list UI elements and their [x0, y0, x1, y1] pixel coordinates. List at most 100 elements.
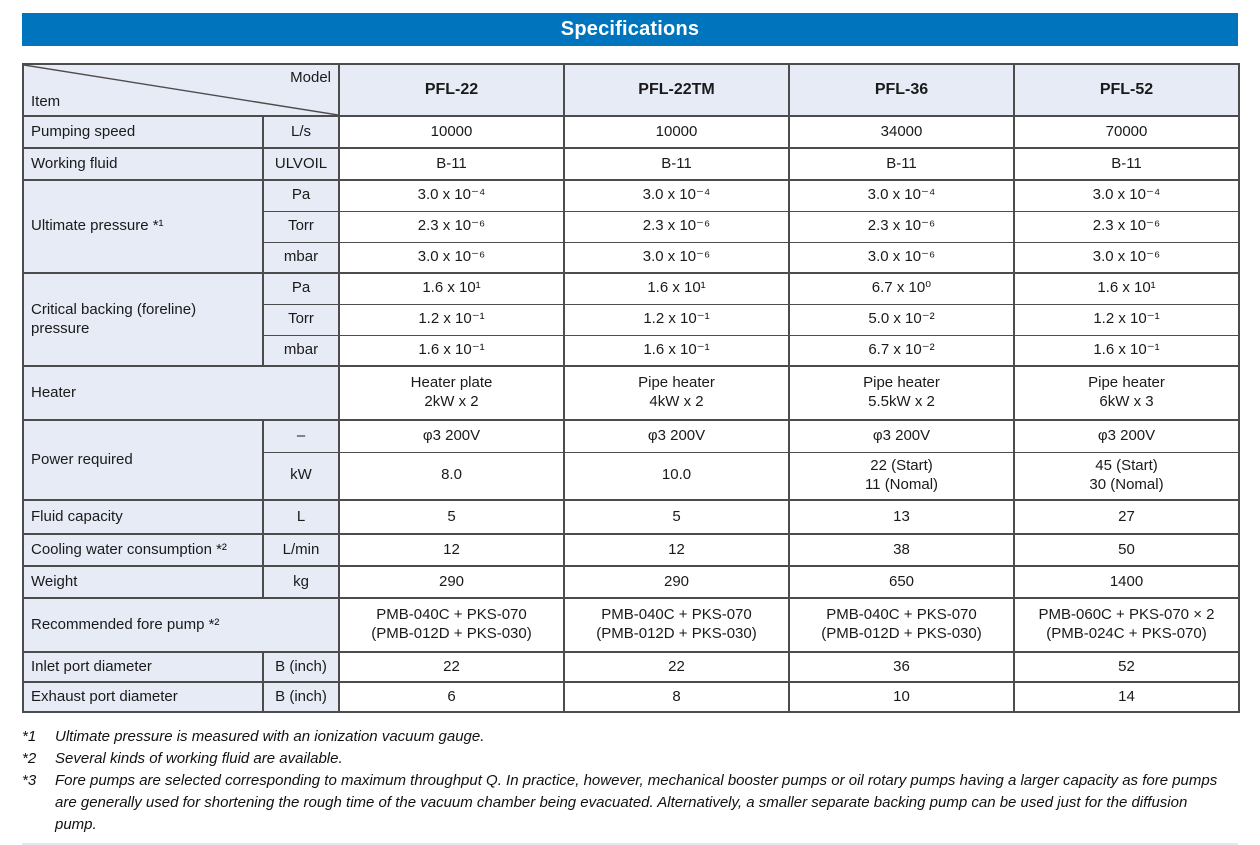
value-cell: 650: [788, 565, 1015, 599]
footnote-text: Ultimate pressure is measured with an io…: [55, 728, 485, 745]
value-cell: 6.7 x 10⁻²: [788, 334, 1015, 367]
footnote-text: Several kinds of working fluid are avail…: [55, 749, 343, 767]
value-cell: 3.0 x 10⁻⁴: [563, 179, 790, 212]
value-cell: 1.6 x 10⁻¹: [1013, 334, 1240, 367]
value-cell: 10: [788, 681, 1015, 713]
value-cell: 1.2 x 10⁻¹: [1013, 303, 1240, 336]
value-cell: 1.2 x 10⁻¹: [563, 303, 790, 336]
row-item-label: Heater: [22, 365, 340, 421]
value-cell: 38: [788, 533, 1015, 567]
footnotes: *1 Ultimate pressure is measured with an…: [22, 726, 1238, 845]
value-cell: 290: [563, 565, 790, 599]
footnote-mark: *1: [22, 728, 37, 745]
unit-label: B (inch): [262, 651, 340, 683]
table-row-cooling-water: Cooling water consumption *² L/min 12 12…: [22, 533, 1240, 567]
unit-label: kg: [262, 565, 340, 599]
row-item-label: Cooling water consumption *²: [22, 533, 264, 567]
specifications-title-bar: Specifications: [22, 13, 1238, 46]
value-cell: B-11: [338, 147, 565, 181]
row-item-label: Recommended fore pump *²: [22, 597, 340, 653]
unit-label: kW: [262, 451, 340, 501]
footnote-mark: *3: [22, 771, 37, 789]
value-cell: PMB-040C + PKS-070 (PMB-012D + PKS-030): [788, 597, 1015, 653]
value-cell: 6.7 x 10⁰: [788, 272, 1015, 305]
value-cell: 1400: [1013, 565, 1240, 599]
unit-label: Pa: [262, 179, 340, 212]
table-row-inlet-port: Inlet port diameter B (inch) 22 22 36 52: [22, 651, 1240, 683]
unit-label: mbar: [262, 334, 340, 367]
value-cell: 10000: [338, 115, 565, 149]
value-cell: 14: [1013, 681, 1240, 713]
table-row-pumping-speed: Pumping speed L/s 10000 10000 34000 7000…: [22, 115, 1240, 149]
value-cell: 3.0 x 10⁻⁴: [788, 179, 1015, 212]
value-cell: 22: [338, 651, 565, 683]
value-cell: φ3 200V: [1013, 419, 1240, 453]
table-row-power-required-voltage: Power required – φ3 200V φ3 200V φ3 200V…: [22, 419, 1240, 501]
value-cell: 22 (Start) 11 (Nomal): [788, 451, 1015, 501]
value-cell: B-11: [563, 147, 790, 181]
value-cell: 52: [1013, 651, 1240, 683]
diagonal-line: [24, 65, 338, 115]
corner-item-label: Item: [31, 93, 61, 111]
row-item-label: Exhaust port diameter: [22, 681, 264, 713]
value-cell: 12: [338, 533, 565, 567]
spec-table-container: Model Item PFL-22 PFL-22TM PFL-36 PFL-52…: [22, 63, 1240, 713]
model-header-pfl-36: PFL-36: [788, 63, 1015, 117]
value-cell: 2.3 x 10⁻⁶: [1013, 210, 1240, 243]
table-row-power-required-kw: kW 8.0 10.0 22 (Start) 11 (Nomal) 45 (St…: [23, 451, 1240, 501]
value-cell: 6: [338, 681, 565, 713]
table-row-ultimate-pressure-mbar: mbar 3.0 x 10⁻⁶ 3.0 x 10⁻⁶ 3.0 x 10⁻⁶ 3.…: [23, 241, 1240, 274]
page-title: Specifications: [560, 18, 700, 40]
row-item-label: Working fluid: [22, 147, 264, 181]
value-cell: φ3 200V: [563, 419, 790, 453]
footnote-mark: *2: [22, 749, 37, 767]
value-cell: 5.0 x 10⁻²: [788, 303, 1015, 336]
value-cell: 8.0: [338, 451, 565, 501]
model-header-pfl-22: PFL-22: [338, 63, 565, 117]
unit-label: ULVOIL: [262, 147, 340, 181]
value-cell: 2.3 x 10⁻⁶: [788, 210, 1015, 243]
spec-table: Model Item PFL-22 PFL-22TM PFL-36 PFL-52…: [22, 63, 1240, 713]
value-cell: 3.0 x 10⁻⁶: [563, 241, 790, 274]
value-cell: 1.6 x 10¹: [338, 272, 565, 305]
corner-cell: Model Item: [22, 63, 340, 117]
footnote-text: Fore pumps are selected corresponding to…: [55, 771, 1218, 833]
value-cell: 1.6 x 10¹: [1013, 272, 1240, 305]
footnote-1: *1 Ultimate pressure is measured with an…: [22, 726, 1238, 748]
value-cell: PMB-060C + PKS-070 × 2 (PMB-024C + PKS-0…: [1013, 597, 1240, 653]
value-cell: 3.0 x 10⁻⁶: [338, 241, 565, 274]
unit-label: –: [262, 419, 340, 453]
value-cell: 2.3 x 10⁻⁶: [338, 210, 565, 243]
value-cell: 34000: [788, 115, 1015, 149]
row-item-label: Ultimate pressure *¹: [22, 179, 264, 274]
row-item-label: Inlet port diameter: [22, 651, 264, 683]
table-row-exhaust-port: Exhaust port diameter B (inch) 6 8 10 14: [22, 681, 1240, 713]
row-item-label: Pumping speed: [22, 115, 264, 149]
table-row-working-fluid: Working fluid ULVOIL B-11 B-11 B-11 B-11: [22, 147, 1240, 181]
model-header-pfl-22tm: PFL-22TM: [563, 63, 790, 117]
table-header-row: Model Item PFL-22 PFL-22TM PFL-36 PFL-52: [22, 63, 1240, 117]
footnote-3: *3 Fore pumps are selected corresponding…: [22, 770, 1238, 836]
unit-label: Torr: [262, 303, 340, 336]
row-item-label: Critical backing (foreline) pressure: [22, 272, 264, 367]
table-row-weight: Weight kg 290 290 650 1400: [22, 565, 1240, 599]
value-cell: 27: [1013, 499, 1240, 535]
value-cell: Pipe heater 5.5kW x 2: [788, 365, 1015, 421]
row-item-label: Fluid capacity: [22, 499, 264, 535]
row-item-label: Weight: [22, 565, 264, 599]
table-row-ultimate-pressure-pa: Ultimate pressure *¹ Pa 3.0 x 10⁻⁴ 3.0 x…: [22, 179, 1240, 274]
value-cell: Pipe heater 6kW x 3: [1013, 365, 1240, 421]
unit-label: Torr: [262, 210, 340, 243]
value-cell: 1.6 x 10¹: [563, 272, 790, 305]
corner-model-label: Model: [290, 69, 331, 86]
value-cell: B-11: [1013, 147, 1240, 181]
unit-label: B (inch): [262, 681, 340, 713]
model-header-pfl-52: PFL-52: [1013, 63, 1240, 117]
unit-label: Pa: [262, 272, 340, 305]
value-cell: 22: [563, 651, 790, 683]
value-cell: 5: [563, 499, 790, 535]
table-row-recommended-fore-pump: Recommended fore pump *² PMB-040C + PKS-…: [22, 597, 1240, 653]
value-cell: Pipe heater 4kW x 2: [563, 365, 790, 421]
footnote-2: *2 Several kinds of working fluid are av…: [22, 748, 1238, 770]
